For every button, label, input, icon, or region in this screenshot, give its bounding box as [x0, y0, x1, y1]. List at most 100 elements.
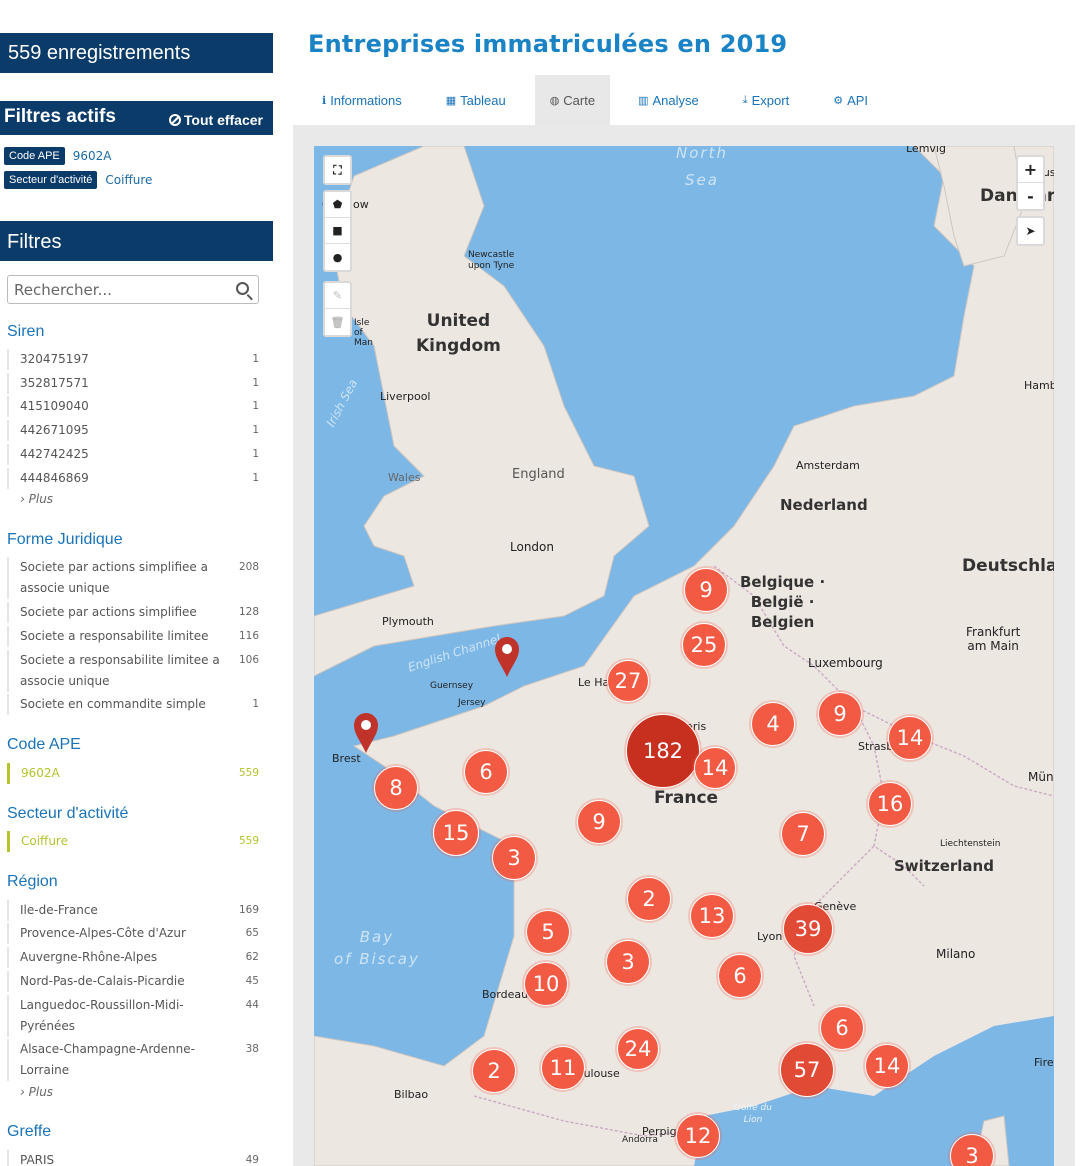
map-cluster[interactable]: 14: [888, 716, 932, 760]
map-cluster[interactable]: 15: [433, 810, 479, 856]
facet-item[interactable]: Languedoc-Roussillon-Midi-Pyrénées 44: [7, 995, 259, 1037]
zoom-in-button[interactable]: +: [1018, 157, 1043, 183]
tab-carte[interactable]: ◍ Carte: [534, 75, 611, 125]
map-cluster[interactable]: 16: [868, 782, 912, 826]
map-cluster[interactable]: 7: [781, 812, 825, 856]
map-cluster[interactable]: 3: [950, 1134, 994, 1166]
facet-item-count: 559: [238, 767, 259, 779]
facet-item[interactable]: Societe par actions simplifiee 128: [7, 602, 259, 623]
map-cluster[interactable]: 8: [374, 766, 418, 810]
facet-title-region[interactable]: Région: [7, 873, 58, 890]
location-arrow-icon: ➤: [1025, 224, 1036, 238]
search-input[interactable]: [8, 276, 218, 303]
map-cluster[interactable]: 182: [626, 714, 700, 788]
facet-item-count: 1: [252, 698, 259, 710]
map-cluster[interactable]: 3: [606, 940, 650, 984]
facet-title-code-ape[interactable]: Code APE: [7, 736, 81, 753]
draw-circle-button[interactable]: ●: [325, 244, 350, 270]
facet-item[interactable]: Societe en commandite simple 1: [7, 694, 259, 715]
tab-analyse[interactable]: ▥ Analyse: [610, 75, 721, 125]
facet-item[interactable]: 352817571 1: [7, 373, 259, 394]
facet-item-label: PARIS: [20, 1153, 55, 1166]
map-cluster[interactable]: 27: [607, 660, 649, 702]
map-cluster[interactable]: 9: [577, 800, 621, 844]
map-cluster[interactable]: 4: [751, 702, 795, 746]
locate-button[interactable]: ➤: [1018, 218, 1043, 244]
fullscreen-icon: ⛶: [333, 162, 342, 177]
label-isle-of-man: Isle of Man: [354, 318, 373, 348]
map-cluster[interactable]: 5: [526, 910, 570, 954]
map-cluster[interactable]: 9: [684, 568, 728, 612]
facet-title-siren[interactable]: Siren: [7, 323, 45, 340]
map-cluster[interactable]: 2: [472, 1049, 516, 1093]
map-cluster[interactable]: 2: [627, 877, 671, 921]
facet-item[interactable]: Societe a responsabilite limitee 116: [7, 626, 259, 647]
facet-item-selected[interactable]: 9602A 559: [7, 763, 259, 784]
fullscreen-button[interactable]: ⛶: [325, 157, 350, 183]
facet-item[interactable]: 442742425 1: [7, 444, 259, 465]
facet-item[interactable]: 442671095 1: [7, 420, 259, 441]
tab-api[interactable]: ⚙ API: [811, 75, 890, 125]
edit-button[interactable]: ✎: [325, 283, 350, 309]
clear-all-button[interactable]: Tout effacer: [168, 112, 263, 128]
label-switzerland: Switzerland: [894, 857, 994, 875]
map-cluster[interactable]: 13: [690, 894, 734, 938]
map-cluster[interactable]: 12: [676, 1114, 720, 1158]
facet-item-label: 415109040: [20, 399, 89, 413]
tab-tableau[interactable]: ▦ Tableau: [424, 75, 535, 125]
map-marker[interactable]: [353, 712, 379, 754]
facet-item[interactable]: Societe a responsabilite limitee a assoc…: [7, 650, 259, 692]
map-cluster[interactable]: 25: [682, 623, 726, 667]
map-marker[interactable]: [494, 636, 520, 678]
more-link[interactable]: › Plus: [20, 492, 54, 506]
facet-item[interactable]: Societe par actions simplifiee a associe…: [7, 557, 259, 599]
map-cluster[interactable]: 6: [820, 1006, 864, 1050]
map-cluster[interactable]: 3: [492, 836, 536, 880]
map-cluster[interactable]: 14: [865, 1044, 909, 1088]
facet-item[interactable]: 415109040 1: [7, 396, 259, 417]
map[interactable]: North Sea Lemvig Århus Danmark Glasgow N…: [314, 146, 1054, 1166]
draw-rectangle-button[interactable]: ■: [325, 218, 350, 244]
map-cluster[interactable]: 9: [818, 692, 862, 736]
draw-polygon-button[interactable]: ⬟: [325, 192, 350, 218]
search-icon[interactable]: [236, 282, 249, 295]
label-liverpool: Liverpool: [380, 390, 431, 403]
facet-item[interactable]: Auvergne-Rhône-Alpes 62: [7, 947, 259, 968]
facet-title-greffe[interactable]: Greffe: [7, 1123, 52, 1140]
label-north-sea: North Sea: [676, 146, 728, 189]
map-cluster[interactable]: 10: [524, 962, 568, 1006]
label-andorra: Andorra: [622, 1135, 658, 1145]
map-cluster[interactable]: 14: [694, 747, 736, 789]
facet-item[interactable]: PARIS 49: [7, 1150, 259, 1166]
map-cluster[interactable]: 39: [783, 904, 833, 954]
zoom-out-button[interactable]: -: [1027, 186, 1034, 206]
facet-item[interactable]: 320475197 1: [7, 349, 259, 370]
map-cluster[interactable]: 11: [541, 1046, 585, 1090]
facet-item-label: 352817571: [20, 376, 89, 390]
active-filter-secteur[interactable]: Secteur d'activité Coiffure: [4, 171, 152, 189]
facet-title-forme-juridique[interactable]: Forme Juridique: [7, 531, 123, 548]
facet-item[interactable]: Alsace-Champagne-Ardenne-Lorraine 38: [7, 1039, 259, 1081]
record-count: 559 enregistrements: [0, 33, 273, 73]
facet-item[interactable]: Nord-Pas-de-Calais-Picardie 45: [7, 971, 259, 992]
tab-informations[interactable]: ℹ Informations: [293, 75, 424, 125]
facet-title-secteur[interactable]: Secteur d'activité: [7, 805, 129, 822]
tab-export[interactable]: ⤓ Export: [721, 75, 811, 125]
trash-icon: 🗑: [330, 315, 345, 329]
label-luxembourg: Luxembourg: [808, 656, 883, 670]
map-cluster[interactable]: 57: [780, 1043, 834, 1097]
more-link[interactable]: › Plus: [20, 1085, 54, 1099]
gears-icon: ⚙: [833, 94, 844, 107]
active-filter-ape[interactable]: Code APE 9602A: [4, 147, 112, 165]
filters-header: Filtres: [0, 221, 273, 261]
map-cluster[interactable]: 6: [718, 954, 762, 998]
facet-item[interactable]: 444846869 1: [7, 468, 259, 489]
map-cluster[interactable]: 6: [464, 750, 508, 794]
facet-item[interactable]: Ile-de-France 169: [7, 900, 259, 921]
facet-item-selected[interactable]: Coiffure 559: [7, 831, 259, 852]
facet-item-count: 1: [252, 424, 259, 436]
map-cluster[interactable]: 24: [617, 1028, 659, 1070]
facet-item[interactable]: Provence-Alpes-Côte d'Azur 65: [7, 923, 259, 944]
delete-button[interactable]: 🗑: [325, 309, 350, 335]
table-icon: ▦: [445, 94, 457, 107]
